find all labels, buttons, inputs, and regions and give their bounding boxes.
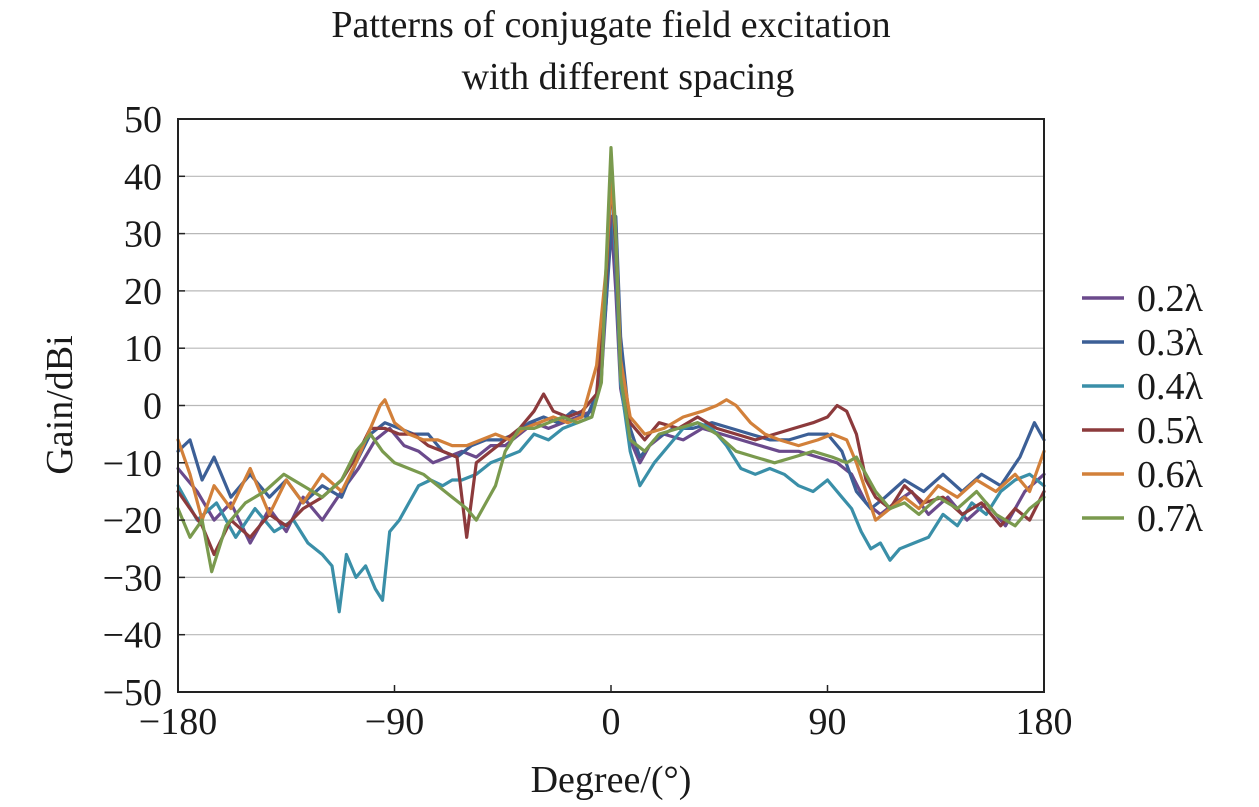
y-tick-label-0: 50 [124, 99, 162, 141]
y-tick-label-7: −20 [103, 500, 162, 542]
series-line-1 [176, 214, 1046, 511]
y-tick-label-5: 0 [143, 386, 162, 428]
chart-title-line-1: Patterns of conjugate field excitation [331, 4, 890, 46]
y-tick-label-4: 10 [124, 328, 162, 370]
legend: 0.2λ0.3λ0.4λ0.5λ0.6λ0.7λ [1082, 278, 1204, 540]
legend-label-2: 0.4λ [1137, 366, 1204, 408]
chart-title-line-2: with different spacing [462, 56, 795, 98]
y-tick-label-3: 20 [124, 271, 162, 313]
legend-label-1: 0.3λ [1137, 322, 1204, 364]
y-tick-label-1: 40 [124, 156, 162, 198]
x-tick-label-0: −180 [139, 701, 217, 743]
legend-label-5: 0.7λ [1137, 498, 1204, 540]
legend-label-0: 0.2λ [1137, 278, 1204, 320]
y-tick-label-6: −10 [103, 443, 162, 485]
x-tick-label-4: 180 [1016, 701, 1073, 743]
x-axis-label: Degree/(°) [531, 759, 692, 801]
legend-label-4: 0.6λ [1137, 454, 1204, 496]
x-tick-label-3: 90 [809, 701, 847, 743]
y-tick-label-10: −50 [103, 672, 162, 714]
y-tick-label-8: −30 [103, 557, 162, 599]
y-tick-label-9: −40 [103, 615, 162, 657]
y-tick-label-2: 30 [124, 214, 162, 256]
x-tick-label-1: −90 [365, 701, 424, 743]
x-axis-ticks: −180 −90 0 90 180 [139, 685, 1073, 743]
legend-label-3: 0.5λ [1137, 410, 1204, 452]
y-axis-label: Gain/dBi [39, 335, 81, 474]
series-lines [176, 146, 1046, 614]
x-tick-label-2: 0 [602, 701, 621, 743]
y-axis-ticks: 50 40 30 20 10 0 −10 −20 −30 −40 −50 [103, 99, 185, 714]
series-line-5 [176, 146, 1046, 574]
